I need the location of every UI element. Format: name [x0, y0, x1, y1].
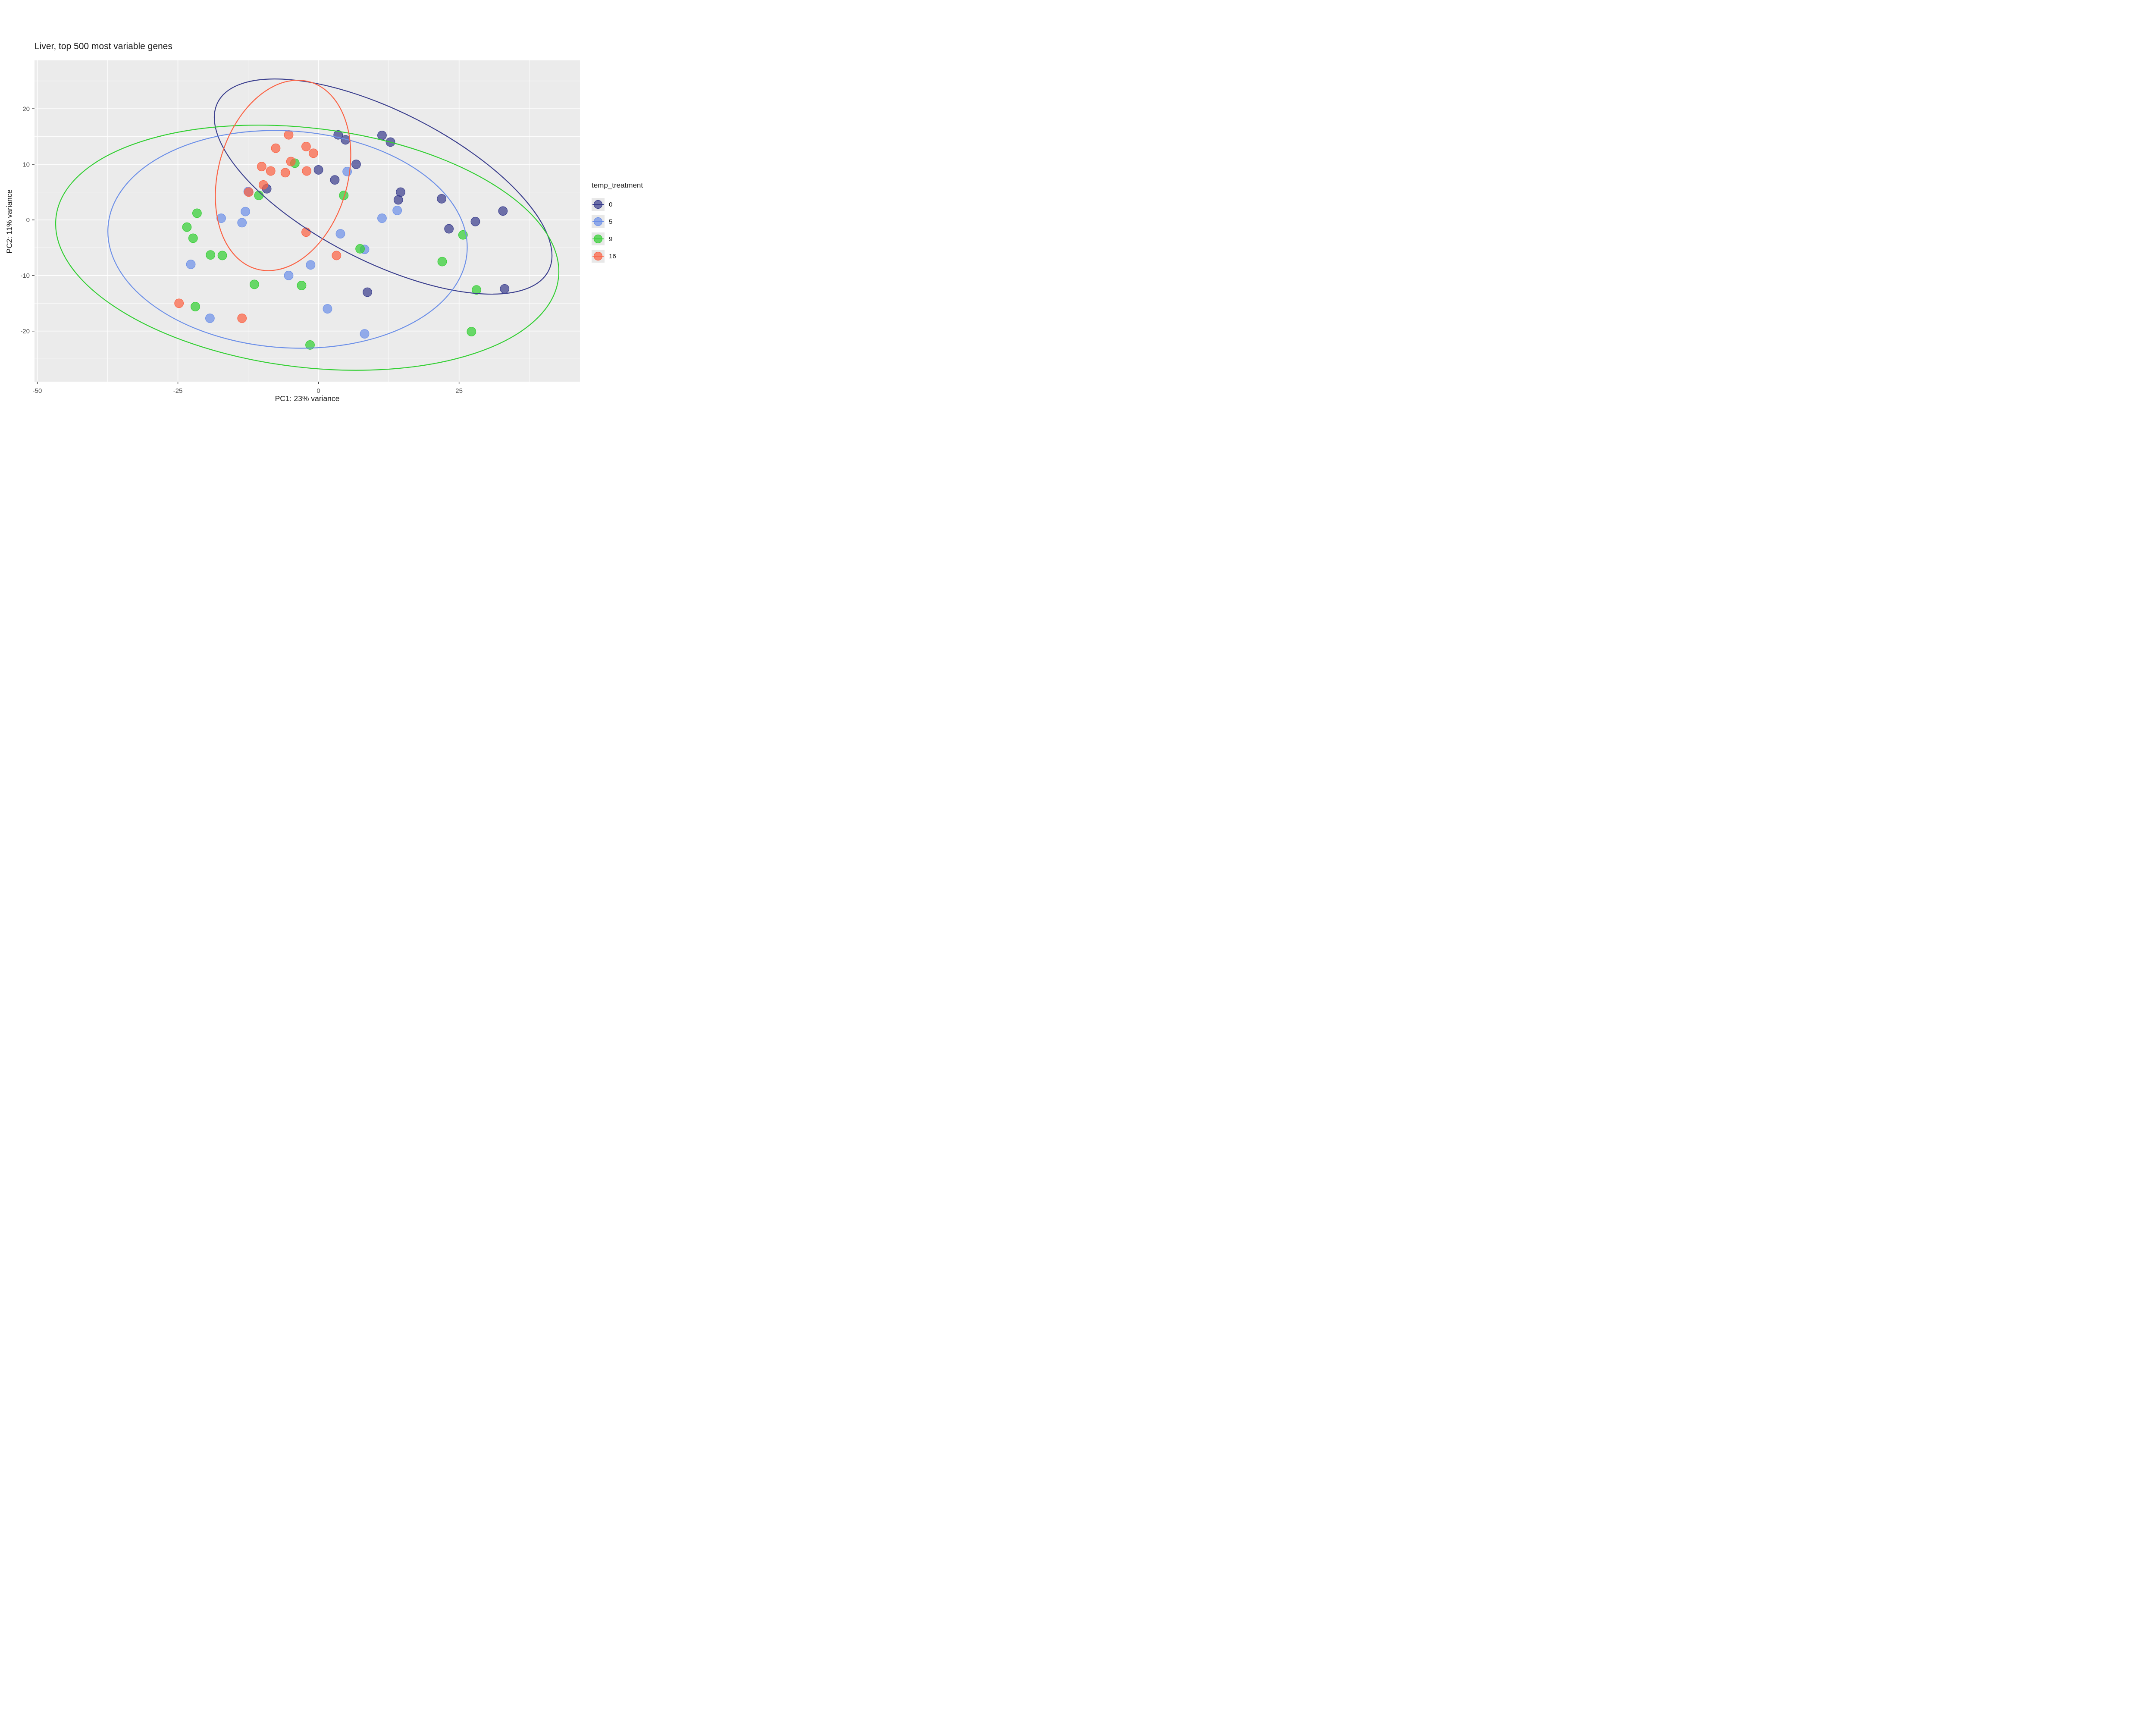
data-point-group-9 — [355, 244, 365, 254]
data-point-group-16 — [237, 314, 247, 323]
data-point-group-9 — [297, 281, 307, 290]
legend-entry-label: 9 — [609, 235, 613, 243]
data-point-group-9 — [217, 251, 227, 260]
data-point-group-9 — [472, 285, 481, 295]
data-point-group-9 — [250, 279, 259, 289]
legend-title: temp_treatment — [592, 181, 643, 189]
x-axis-title: PC1: 23% variance — [275, 394, 340, 403]
x-tick-label: -25 — [173, 387, 183, 395]
data-point-group-5 — [205, 314, 215, 323]
data-point-group-16 — [174, 298, 184, 308]
data-point-group-5 — [306, 260, 316, 270]
data-point-group-0 — [500, 284, 510, 294]
data-point-group-0 — [363, 287, 372, 297]
data-point-group-5 — [392, 206, 402, 215]
confidence-ellipse-group-0 — [213, 78, 553, 295]
data-point-group-0 — [393, 195, 403, 205]
legend-entry-label: 16 — [609, 252, 616, 260]
data-point-group-0 — [313, 165, 323, 175]
data-point-group-5 — [335, 229, 345, 239]
data-point-group-9 — [254, 191, 264, 201]
legend-entry-5: 5 — [592, 213, 666, 230]
data-point-group-9 — [188, 233, 198, 243]
data-point-group-0 — [437, 194, 447, 204]
data-point-group-9 — [182, 222, 192, 232]
data-point-group-0 — [351, 160, 361, 169]
legend-key-point — [593, 200, 603, 209]
data-point-group-9 — [339, 191, 349, 201]
data-point-group-16 — [308, 148, 318, 158]
legend-entry-0: 0 — [592, 196, 666, 213]
data-point-group-0 — [396, 187, 405, 197]
legend-entries: 0 5 9 16 — [592, 196, 666, 265]
x-tick-label: 25 — [455, 387, 463, 395]
legend-entry-9: 9 — [592, 230, 666, 248]
data-point-group-16 — [271, 143, 281, 153]
data-point-group-16 — [258, 180, 268, 190]
data-point-group-5 — [241, 207, 250, 216]
data-point-group-5 — [186, 260, 196, 269]
data-point-group-5 — [377, 213, 387, 223]
y-tick-label: 10 — [22, 161, 30, 168]
legend-key-icon — [592, 215, 605, 228]
data-point-group-5 — [360, 329, 370, 339]
confidence-ellipse-group-5 — [107, 130, 468, 349]
legend-entry-label: 5 — [609, 218, 613, 226]
x-tick-label: 0 — [317, 387, 320, 395]
data-point-group-16 — [257, 162, 266, 172]
data-point-group-0 — [498, 206, 508, 216]
chart-title: Liver, top 500 most variable genes — [34, 41, 172, 51]
data-point-group-16 — [332, 251, 342, 260]
data-point-group-9 — [206, 250, 216, 260]
legend-key-icon — [592, 250, 605, 263]
data-point-group-9 — [192, 208, 202, 218]
legend-key-point — [593, 217, 603, 226]
data-point-group-9 — [467, 327, 476, 336]
data-point-group-5 — [323, 304, 332, 314]
data-point-group-16 — [301, 141, 311, 151]
y-tick-label: 20 — [22, 105, 30, 113]
plot-canvas: -50 -25 0 25 -20 -10 0 10 20 — [20, 60, 580, 395]
y-tick-label: -10 — [20, 272, 30, 279]
data-point-group-16 — [286, 157, 296, 166]
confidence-ellipse-group-16 — [215, 79, 351, 271]
data-point-group-16 — [266, 166, 276, 176]
y-tick-label: -20 — [20, 328, 30, 335]
legend-key-icon — [592, 198, 605, 211]
data-point-group-9 — [305, 340, 315, 350]
pca-figure: -50 -25 0 25 -20 -10 0 10 20 Liver, top 500 most… — [0, 0, 666, 444]
data-point-group-5 — [237, 218, 247, 228]
data-point-group-0 — [470, 216, 480, 226]
legend-key-point — [593, 234, 603, 244]
data-point-group-16 — [244, 187, 254, 197]
data-point-group-0 — [444, 224, 454, 234]
legend-key-point — [593, 251, 603, 261]
data-point-group-5 — [284, 270, 294, 280]
data-point-group-5 — [216, 213, 226, 223]
legend: temp_treatment 0 5 9 16 — [592, 181, 666, 265]
data-point-group-0 — [377, 131, 387, 140]
data-point-group-16 — [302, 166, 312, 176]
confidence-ellipse-group-9 — [55, 125, 560, 371]
x-tick-label: -50 — [33, 387, 42, 395]
data-point-group-16 — [280, 168, 290, 178]
data-point-group-9 — [191, 302, 200, 311]
data-point-group-0 — [330, 175, 340, 185]
data-point-group-9 — [437, 257, 447, 267]
legend-entry-label: 0 — [609, 201, 613, 208]
data-point-group-16 — [284, 130, 294, 140]
y-axis-title: PC2: 11% variance — [5, 189, 14, 254]
y-tick-label: 0 — [26, 216, 30, 224]
legend-key-icon — [592, 232, 605, 245]
plot-panel — [34, 60, 580, 382]
legend-entry-16: 16 — [592, 248, 666, 265]
